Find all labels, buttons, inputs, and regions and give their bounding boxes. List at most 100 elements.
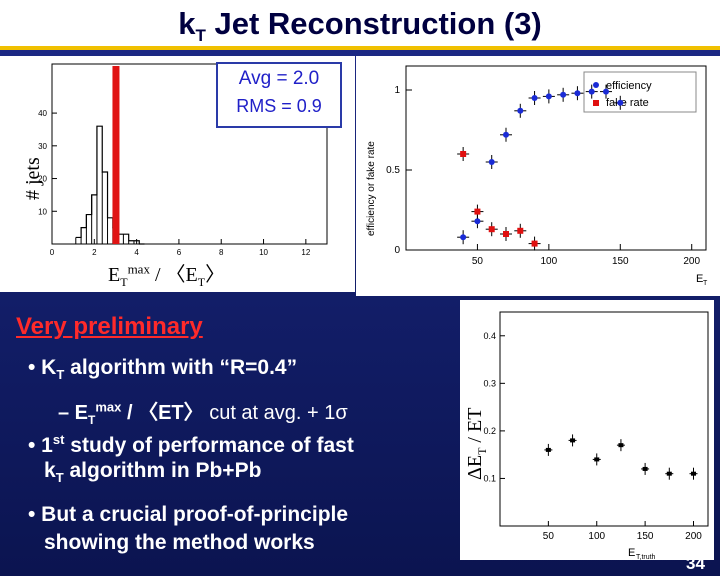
- b2-post: cut at avg. + 1σ: [203, 402, 348, 424]
- hist-xtick-label: 6: [177, 248, 182, 257]
- eff-xlabel: E: [696, 273, 703, 285]
- res-xlabel-sub: T,truth: [636, 554, 656, 560]
- eff-point: [574, 90, 581, 97]
- bullet-2: • 1st study of performance of fast: [28, 432, 354, 458]
- res-xtick-label: 150: [637, 531, 654, 542]
- hist-xtick-label: 10: [259, 248, 268, 257]
- res-point: [690, 471, 696, 476]
- resolution-chart: 50 100 150 200 0.1 0.2 0.3 0.4 E T,truth: [483, 311, 709, 560]
- hist-xtick-label: 4: [134, 248, 139, 257]
- hx-end: 〉: [205, 264, 226, 286]
- res-ytick-label: 0.3: [483, 378, 496, 388]
- hist-ytick-label: 40: [38, 109, 47, 118]
- res-xlabel: E: [628, 547, 635, 559]
- resolution-ylabel: ΔET / ET: [464, 408, 490, 480]
- bullet-3: • But a crucial proof-of-principle: [28, 503, 349, 526]
- res-point: [666, 471, 672, 476]
- eff-xtick-label: 100: [541, 256, 558, 267]
- hist-ytick-label: 10: [38, 207, 47, 216]
- fake-point: [517, 227, 524, 234]
- rms-label: RMS = 0.9: [236, 96, 322, 116]
- b1-post: algorithm with “R=0.4”: [64, 356, 298, 379]
- eff-ylabel: efficiency or fake rate: [366, 141, 377, 236]
- res-xtick-label: 200: [685, 531, 702, 542]
- eff-point: [588, 88, 595, 95]
- fake-point: [460, 151, 467, 157]
- b3-l2-sub: T: [55, 470, 64, 486]
- res-point: [570, 438, 576, 443]
- b2-mid: / 〈ET〉: [121, 402, 204, 424]
- hx-main: E: [108, 264, 121, 286]
- eff-point: [488, 159, 495, 165]
- res-point: [594, 457, 600, 462]
- fake-point: [474, 208, 481, 215]
- eff-ytick-label: 0.5: [386, 165, 400, 176]
- eff-xtick-label: 150: [612, 256, 629, 267]
- eff-point: [617, 99, 624, 106]
- hist-xtick-label: 12: [301, 248, 310, 257]
- res-frame: [499, 311, 709, 527]
- page-number: 34: [686, 554, 705, 573]
- b3-sup: st: [52, 432, 65, 447]
- hist-xtick-label: 0: [50, 248, 55, 257]
- title-rest: Jet Reconstruction (3): [205, 6, 542, 41]
- res-ytick-label: 0.2: [483, 426, 496, 436]
- hist-xtick-label: 2: [92, 248, 97, 257]
- eff-point: [517, 107, 524, 114]
- b3-post: study of performance of fast: [64, 434, 354, 457]
- res-ytick-label: 0.1: [483, 473, 496, 483]
- b2-pre: – E: [58, 402, 89, 424]
- legend-eff-marker: [593, 82, 599, 88]
- res-point: [642, 466, 648, 471]
- bullet-3-line2: showing the method works: [44, 531, 315, 554]
- bullet-1-sub: – ETmax / 〈ET〉 cut at avg. + 1σ: [58, 396, 348, 427]
- eff-point: [474, 218, 481, 225]
- hist-frame: [51, 63, 328, 245]
- eff-point: [603, 88, 609, 95]
- eff-xtick-label: 200: [683, 256, 700, 267]
- ry-rest: / ET: [464, 407, 486, 448]
- b3-pre: • 1: [28, 434, 53, 457]
- bullet-1: • KT algorithm with “R=0.4”: [28, 356, 297, 382]
- efficiency-chart: 50 100 150 200 0 0.5 1 efficiency or fake rate E…: [366, 65, 708, 287]
- fake-point: [531, 240, 538, 247]
- cut-line: [112, 66, 120, 244]
- hx-sup: max: [127, 261, 150, 277]
- fake-point: [488, 226, 495, 233]
- fake-point: [503, 231, 509, 237]
- eff-xtick-label: 50: [472, 256, 484, 267]
- legend-fake-marker: [593, 100, 599, 106]
- hx-rest: / 〈E: [149, 264, 198, 286]
- title-bar: [0, 0, 720, 50]
- b2-sub: T: [88, 413, 96, 427]
- eff-xlabel-sub: T: [703, 280, 708, 287]
- hx-sub2: T: [197, 275, 206, 289]
- legend-eff-label: efficiency: [606, 80, 652, 92]
- hist-ytick-label: 30: [38, 142, 47, 151]
- eff-point: [503, 131, 509, 138]
- ry-main: ΔE: [464, 454, 486, 480]
- res-xtick-label: 100: [588, 531, 605, 542]
- b2-sup: max: [95, 399, 122, 415]
- title-sub: T: [195, 26, 206, 46]
- res-point: [618, 443, 624, 448]
- eff-ytick-label: 1: [394, 85, 400, 96]
- avg-label: Avg = 2.0: [238, 68, 320, 89]
- eff-ytick-label: 0: [394, 245, 400, 256]
- hx-sub: T: [120, 275, 128, 289]
- hist-ytick-label: 20: [38, 175, 47, 184]
- ry-sub: T: [475, 447, 489, 455]
- title-rule: [0, 46, 720, 50]
- hist-outline: [75, 125, 145, 245]
- histogram-ylabel: # jets: [22, 157, 44, 200]
- res-xtick-label: 50: [543, 531, 555, 542]
- preliminary-label: Very preliminary: [16, 313, 203, 340]
- slide-title: kT Jet Reconstruction (3): [0, 6, 720, 46]
- res-ytick-label: 0.4: [483, 331, 496, 341]
- eff-point: [531, 95, 538, 101]
- hist-xtick-label: 8: [219, 248, 224, 257]
- b1-pre: • K: [28, 356, 57, 379]
- resolution-panel: [460, 300, 714, 560]
- eff-point: [545, 93, 552, 100]
- eff-point: [560, 91, 567, 98]
